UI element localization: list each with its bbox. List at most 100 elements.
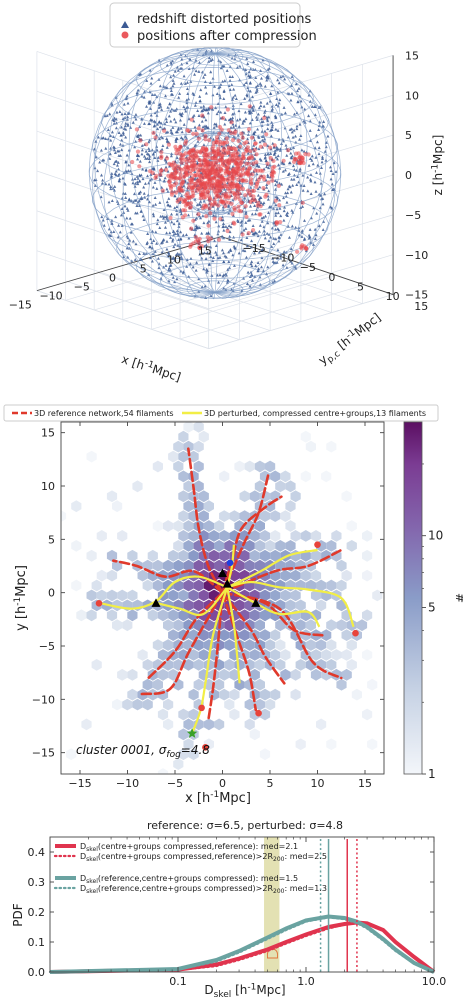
hexbin-cell (193, 659, 204, 671)
red-point (205, 168, 210, 173)
red-point (229, 201, 234, 206)
x-tick-label: 10 (311, 777, 325, 790)
blue-point (180, 130, 184, 134)
hexbin-cell (198, 589, 209, 602)
blue-point (269, 151, 273, 155)
blue-point (172, 81, 176, 85)
blue-point (278, 206, 282, 210)
red-point (195, 188, 200, 193)
blue-point (171, 59, 175, 63)
legend-map-label-1: 3D perturbed, compressed centre+groups,1… (204, 409, 426, 418)
blue-point (165, 214, 169, 218)
hexbin-cell (295, 599, 306, 612)
blue-point (282, 196, 286, 200)
red-point (230, 174, 235, 179)
blue-point (253, 230, 257, 234)
pdf-legend-label-1: Dskel​(centre+groups compressed,referenc… (80, 852, 327, 863)
perturbed-filament (191, 586, 229, 734)
blue-point (227, 250, 231, 254)
blue-point (129, 230, 133, 234)
blue-point (160, 250, 164, 254)
hexbin-cell (367, 678, 378, 691)
blue-point (148, 122, 152, 126)
red-point (213, 200, 218, 205)
red-point (202, 153, 207, 158)
red-point (219, 155, 224, 160)
blue-point (156, 122, 160, 126)
red-point (240, 135, 245, 140)
hexbin-cell (168, 609, 179, 622)
blue-point (218, 93, 222, 97)
blue-point (192, 119, 196, 123)
blue-point (98, 160, 102, 164)
blue-point (269, 91, 273, 95)
blue-point (161, 238, 165, 242)
blue-point (246, 62, 250, 65)
hexbin-cell (106, 569, 118, 582)
blue-point (297, 180, 301, 184)
hexbin-cell (321, 470, 332, 483)
blue-point (295, 127, 299, 131)
colorbar-tick-label: 10 (428, 529, 443, 543)
blue-point (275, 157, 279, 161)
red-point (220, 199, 225, 205)
blue-point (127, 198, 131, 202)
red-point (239, 200, 244, 205)
blue-point (195, 216, 199, 220)
hexbin-cell (142, 678, 153, 691)
blue-point (170, 107, 174, 111)
blue-point (231, 253, 235, 257)
blue-point (194, 224, 198, 228)
blue-point (158, 226, 162, 230)
blue-point (244, 211, 248, 215)
blue-point (163, 225, 167, 229)
red-point (215, 193, 220, 198)
blue-point (176, 231, 180, 235)
blue-point (104, 146, 108, 150)
blue-point (166, 130, 170, 134)
hexbin-cell (346, 639, 357, 651)
red-point (220, 159, 225, 164)
hexbin-cell (112, 500, 123, 513)
red-point (181, 175, 186, 180)
blue-point (105, 113, 109, 117)
hexbin-cell (219, 510, 230, 522)
red-point (239, 131, 244, 136)
blue-point (248, 81, 252, 85)
red-point (160, 188, 165, 193)
red-point (197, 245, 202, 250)
pdf-y-tick-label: 0.1 (28, 936, 46, 949)
hexbin-cell (188, 649, 199, 661)
hexbin-cell (183, 440, 194, 453)
blue-point (140, 148, 144, 152)
pdf-x-tick-label: 0.1 (169, 975, 187, 988)
blue-point (231, 116, 235, 120)
blue-point (329, 177, 333, 181)
blue-point (185, 61, 189, 65)
blue-point (167, 266, 171, 270)
red-point (193, 153, 198, 158)
red-point (254, 152, 259, 157)
blue-point (199, 216, 203, 220)
blue-point (226, 226, 230, 230)
blue-point (201, 214, 205, 218)
red-point (218, 216, 223, 221)
red-point (248, 193, 253, 198)
blue-point (308, 227, 312, 231)
blue-point (222, 89, 226, 92)
blue-point (324, 145, 328, 149)
wireframe-meridian (214, 51, 327, 293)
blue-point (137, 252, 141, 255)
blue-point (228, 78, 232, 82)
blue-point (102, 223, 106, 227)
blue-point (232, 235, 236, 239)
hexbin-cell (326, 619, 337, 632)
hexbin-cell (193, 559, 204, 572)
hexbin-cell (234, 678, 245, 691)
colorbar-tick-label: 1 (428, 767, 436, 781)
red-point (207, 138, 212, 143)
red-point (240, 232, 245, 237)
blue-point (169, 236, 173, 239)
blue-point (262, 104, 266, 108)
blue-point (156, 218, 160, 222)
